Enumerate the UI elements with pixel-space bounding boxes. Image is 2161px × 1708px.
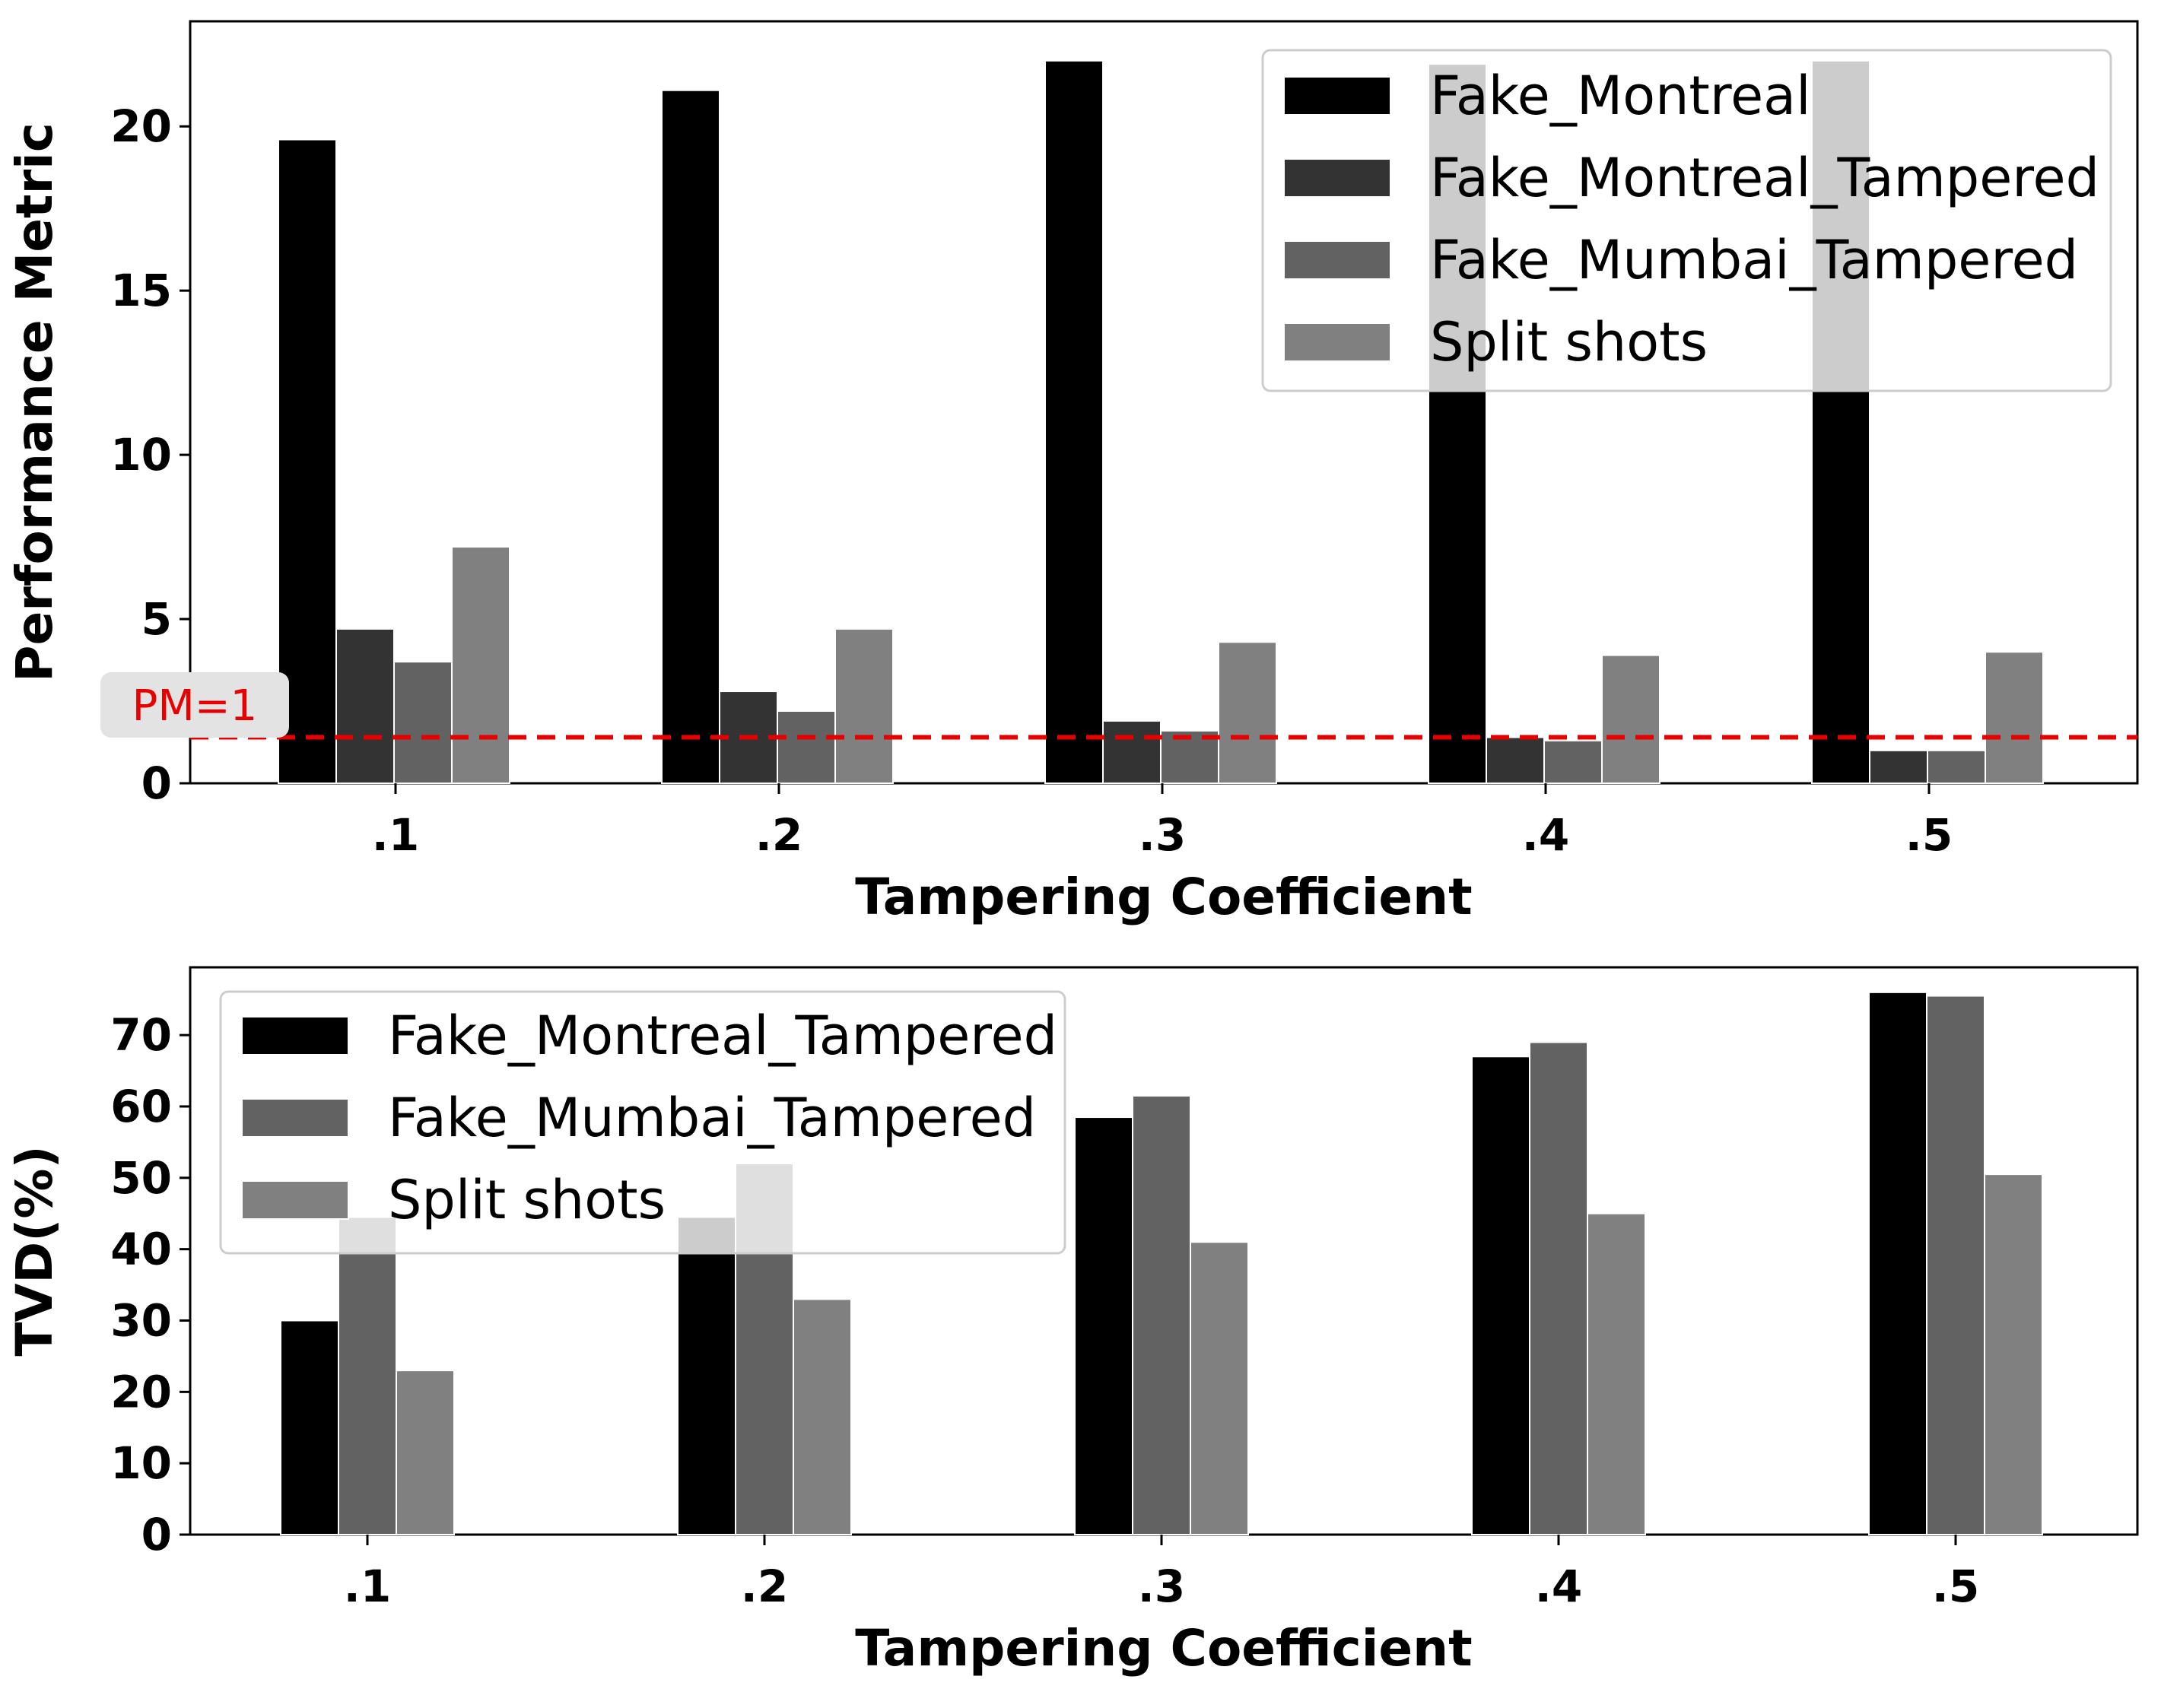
legend-swatch [1283, 158, 1391, 198]
legend-label: Split shots [1430, 311, 1708, 373]
y-tick-label: 60 [110, 1081, 172, 1132]
bar-split-shots-3 [1218, 641, 1277, 784]
bar-fake-mumbai-tampered-2 [777, 710, 836, 785]
bar-split-shots-5 [1985, 651, 2044, 785]
bar-fake-montreal-2 [661, 89, 720, 784]
x-tick-label: .5 [1932, 1560, 1979, 1612]
bar-split-shots-1 [396, 1370, 455, 1536]
x-axis-title: Tampering Coefficient [855, 868, 1472, 926]
y-tick-label: 50 [110, 1152, 172, 1204]
bar-fake-montreal-tampered-2 [677, 1216, 736, 1535]
reference-label-box [100, 672, 289, 738]
y-tick-label: 10 [110, 1437, 172, 1489]
x-tick-label: .1 [344, 1560, 391, 1612]
bar-split-shots-4 [1601, 654, 1660, 785]
legend-label: Fake_Montreal_Tampered [388, 1005, 1057, 1067]
legend-label: Fake_Montreal [1430, 65, 1811, 127]
bar-fake-mumbai-tampered-5 [1927, 749, 1986, 785]
legend: Fake_Montreal Fake_Montreal_Tampered Fake_… [1261, 49, 2112, 392]
bar-fake-montreal-tampered-5 [1869, 749, 1928, 785]
legend-swatch [1283, 322, 1391, 362]
y-tick-label: 20 [110, 1366, 172, 1418]
y-tick-label: 10 [110, 429, 172, 481]
legend-box [1261, 49, 2112, 392]
bar-fake-montreal-tampered-4 [1486, 736, 1545, 785]
bar-fake-mumbai-tampered-5 [1926, 995, 1985, 1535]
x-tick-label: .4 [1535, 1560, 1582, 1612]
reference-label: PM=1 [132, 681, 258, 731]
y-tick-label: 15 [110, 265, 172, 316]
bar-fake-mumbai-tampered-4 [1543, 739, 1603, 785]
x-axis-title: Tampering Coefficient [855, 1619, 1472, 1678]
y-tick-label: 20 [110, 100, 172, 152]
legend-label: Fake_Mumbai_Tampered [1430, 229, 2078, 291]
y-tick-label: 70 [110, 1009, 172, 1061]
chart-panel-1: 05101520.1.2.3.4.5PM=1Fake_MontrealFake_… [5, 20, 2139, 926]
x-tick-label: .1 [372, 809, 419, 861]
bar-split-shots-2 [793, 1298, 852, 1535]
x-tick-label: .2 [755, 809, 802, 861]
bar-fake-montreal-tampered-3 [1102, 719, 1162, 784]
bar-split-shots-5 [1984, 1173, 2043, 1535]
bar-fake-mumbai-tampered-1 [393, 661, 453, 785]
bar-fake-mumbai-tampered-1 [338, 1216, 397, 1535]
chart-panel-2: 0 10 20 30 40 50 60 70 .1 .2 .3 .4 .5 Fake_Montreal_T… [5, 966, 2139, 1678]
y-tick-label: 30 [110, 1294, 172, 1346]
bar-split-shots-4 [1587, 1212, 1646, 1535]
bar-fake-mumbai-tampered-4 [1529, 1041, 1588, 1535]
bar-fake-montreal-3 [1044, 59, 1104, 785]
legend-box [219, 990, 1066, 1255]
x-tick-label: .3 [1139, 809, 1186, 861]
legend-swatch [241, 1180, 349, 1220]
legend-label: Split shots [388, 1169, 666, 1231]
y-axis-title: Performance Metric [5, 122, 64, 682]
bar-split-shots-3 [1190, 1241, 1249, 1535]
x-tick-label: .4 [1522, 809, 1569, 861]
legend-label: Fake_Montreal_Tampered [1430, 147, 2099, 209]
y-tick-label: 5 [141, 593, 172, 645]
legend-swatch [1283, 240, 1391, 280]
y-axis-title: TVD(%) [5, 1145, 64, 1356]
bar-fake-montreal-tampered-1 [280, 1319, 339, 1536]
bar-fake-montreal-tampered-5 [1868, 991, 1927, 1535]
y-tick-label: 0 [141, 757, 172, 809]
bar-split-shots-1 [451, 546, 510, 784]
legend: Fake_Montreal_Tampered Fake_Mumbai_Tamper… [219, 990, 1066, 1255]
bar-fake-montreal-tampered-4 [1471, 1056, 1530, 1536]
bar-fake-montreal-1 [278, 138, 337, 784]
x-tick-label: .3 [1138, 1560, 1185, 1612]
bar-split-shots-2 [834, 628, 894, 784]
bar-fake-montreal-tampered-1 [335, 628, 395, 784]
legend-swatch [241, 1016, 349, 1056]
legend-label: Fake_Mumbai_Tampered [388, 1087, 1036, 1149]
x-tick-label: .5 [1905, 809, 1953, 861]
x-tick-label: .2 [741, 1560, 788, 1612]
legend-swatch [1283, 76, 1391, 116]
y-tick-label: 40 [110, 1224, 172, 1275]
y-tick-label: 0 [141, 1509, 172, 1560]
bar-fake-mumbai-tampered-3 [1132, 1094, 1191, 1535]
legend-swatch [241, 1098, 349, 1138]
bar-fake-montreal-tampered-3 [1074, 1116, 1133, 1536]
